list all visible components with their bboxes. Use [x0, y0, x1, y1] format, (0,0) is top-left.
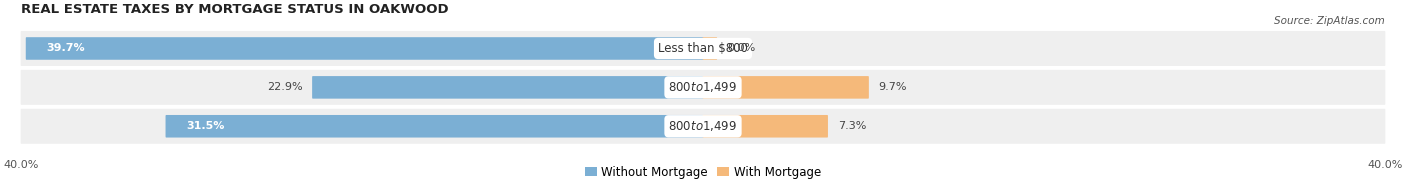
Text: Less than $800: Less than $800	[658, 42, 748, 55]
Text: 22.9%: 22.9%	[267, 82, 302, 92]
FancyBboxPatch shape	[703, 115, 828, 138]
Text: Source: ZipAtlas.com: Source: ZipAtlas.com	[1274, 16, 1385, 26]
Text: 9.7%: 9.7%	[879, 82, 907, 92]
Text: 39.7%: 39.7%	[46, 44, 86, 54]
FancyBboxPatch shape	[21, 109, 1385, 144]
FancyBboxPatch shape	[166, 115, 703, 138]
Text: $800 to $1,499: $800 to $1,499	[668, 80, 738, 94]
FancyBboxPatch shape	[21, 31, 1385, 66]
FancyBboxPatch shape	[21, 70, 1385, 105]
Text: REAL ESTATE TAXES BY MORTGAGE STATUS IN OAKWOOD: REAL ESTATE TAXES BY MORTGAGE STATUS IN …	[21, 4, 449, 16]
Text: 7.3%: 7.3%	[838, 121, 866, 131]
FancyBboxPatch shape	[25, 37, 703, 60]
FancyBboxPatch shape	[703, 76, 869, 99]
FancyBboxPatch shape	[703, 37, 717, 60]
FancyBboxPatch shape	[312, 76, 703, 99]
Legend: Without Mortgage, With Mortgage: Without Mortgage, With Mortgage	[585, 166, 821, 179]
Text: 0.0%: 0.0%	[727, 44, 755, 54]
Text: 31.5%: 31.5%	[187, 121, 225, 131]
Text: $800 to $1,499: $800 to $1,499	[668, 119, 738, 133]
